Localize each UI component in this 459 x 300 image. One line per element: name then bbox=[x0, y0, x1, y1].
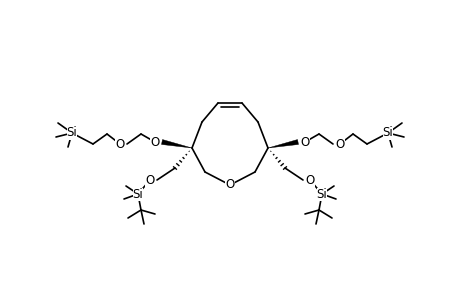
Polygon shape bbox=[268, 140, 298, 148]
Text: O: O bbox=[335, 137, 344, 151]
Text: Si: Si bbox=[382, 127, 392, 140]
Text: O: O bbox=[225, 178, 234, 191]
Text: Si: Si bbox=[316, 188, 327, 200]
Text: O: O bbox=[300, 136, 309, 148]
Text: O: O bbox=[115, 137, 124, 151]
Text: O: O bbox=[145, 173, 154, 187]
Text: Si: Si bbox=[132, 188, 143, 200]
Text: O: O bbox=[305, 173, 314, 187]
Polygon shape bbox=[161, 140, 191, 148]
Text: Si: Si bbox=[67, 127, 77, 140]
Text: O: O bbox=[150, 136, 159, 148]
